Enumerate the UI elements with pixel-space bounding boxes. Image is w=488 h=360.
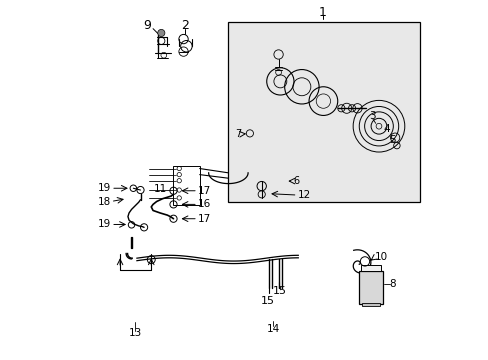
Bar: [228, 22, 419, 202]
Text: 8: 8: [389, 279, 396, 289]
Text: 3: 3: [369, 111, 375, 121]
Text: 7: 7: [235, 129, 241, 139]
Bar: [360, 265, 380, 271]
Text: 5: 5: [388, 135, 395, 145]
Text: 16: 16: [198, 199, 211, 210]
Text: 9: 9: [143, 19, 151, 32]
Text: 4: 4: [383, 124, 389, 134]
Text: 15: 15: [260, 296, 274, 306]
Text: 2: 2: [181, 19, 189, 32]
Text: 17: 17: [198, 214, 211, 224]
Bar: [359, 271, 382, 304]
Text: 10: 10: [373, 252, 386, 262]
Text: 6: 6: [293, 176, 299, 186]
Text: 13: 13: [128, 328, 142, 338]
Text: 19: 19: [98, 183, 111, 193]
Text: 14: 14: [266, 324, 279, 334]
Text: 15: 15: [272, 286, 286, 296]
Text: 1: 1: [318, 6, 326, 19]
Bar: [172, 166, 199, 205]
Text: 19: 19: [98, 220, 111, 229]
Text: 12: 12: [297, 190, 310, 200]
Text: 18: 18: [97, 197, 110, 207]
Text: 11: 11: [154, 184, 167, 194]
Circle shape: [158, 30, 164, 37]
Bar: [362, 303, 379, 306]
Text: 17: 17: [198, 186, 211, 196]
